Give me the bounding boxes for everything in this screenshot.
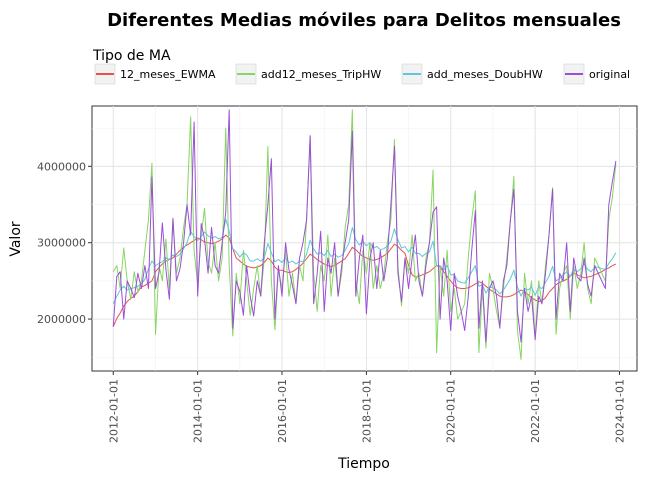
y-axis-title: Valor: [8, 221, 24, 257]
axes: 2012-01-01 2014-01-01 2016-01-01 2018-01-01…: [37, 160, 626, 443]
x-tick-label: 2018-01-01: [360, 379, 373, 443]
series-group: [112, 109, 617, 361]
series-line-original: [112, 109, 617, 343]
x-tick-label: 2014-01-01: [192, 379, 205, 443]
chart-title: Diferentes Medias móviles para Delitos m…: [107, 10, 621, 31]
x-tick-label: 2024-01-01: [613, 379, 626, 443]
x-axis-title: Tiempo: [337, 456, 390, 472]
series-line-add_meses_DoubHW: [112, 218, 617, 305]
legend-entry-add12_meses_TripHW: add12_meses_TripHW: [261, 68, 381, 81]
legend-entry-original: original: [589, 68, 630, 81]
y-tick-label: 3000000: [37, 237, 86, 250]
plot-panel: [91, 105, 638, 372]
x-tick-label: 2016-01-01: [276, 379, 289, 443]
y-tick-label: 2000000: [37, 313, 86, 326]
legend: 12_meses_EWMA add12_meses_TripHW add_meses…: [94, 63, 630, 85]
x-tick-label: 2012-01-01: [107, 379, 120, 443]
legend-title: Tipo de MA: [92, 48, 171, 64]
y-tick-label: 4000000: [37, 160, 86, 173]
legend-entry-add_meses_DoubHW: add_meses_DoubHW: [427, 68, 543, 81]
x-tick-label: 2020-01-01: [445, 379, 458, 443]
x-tick-label: 2022-01-01: [529, 379, 542, 443]
legend-entry-12_meses_EWMA: 12_meses_EWMA: [120, 68, 216, 81]
